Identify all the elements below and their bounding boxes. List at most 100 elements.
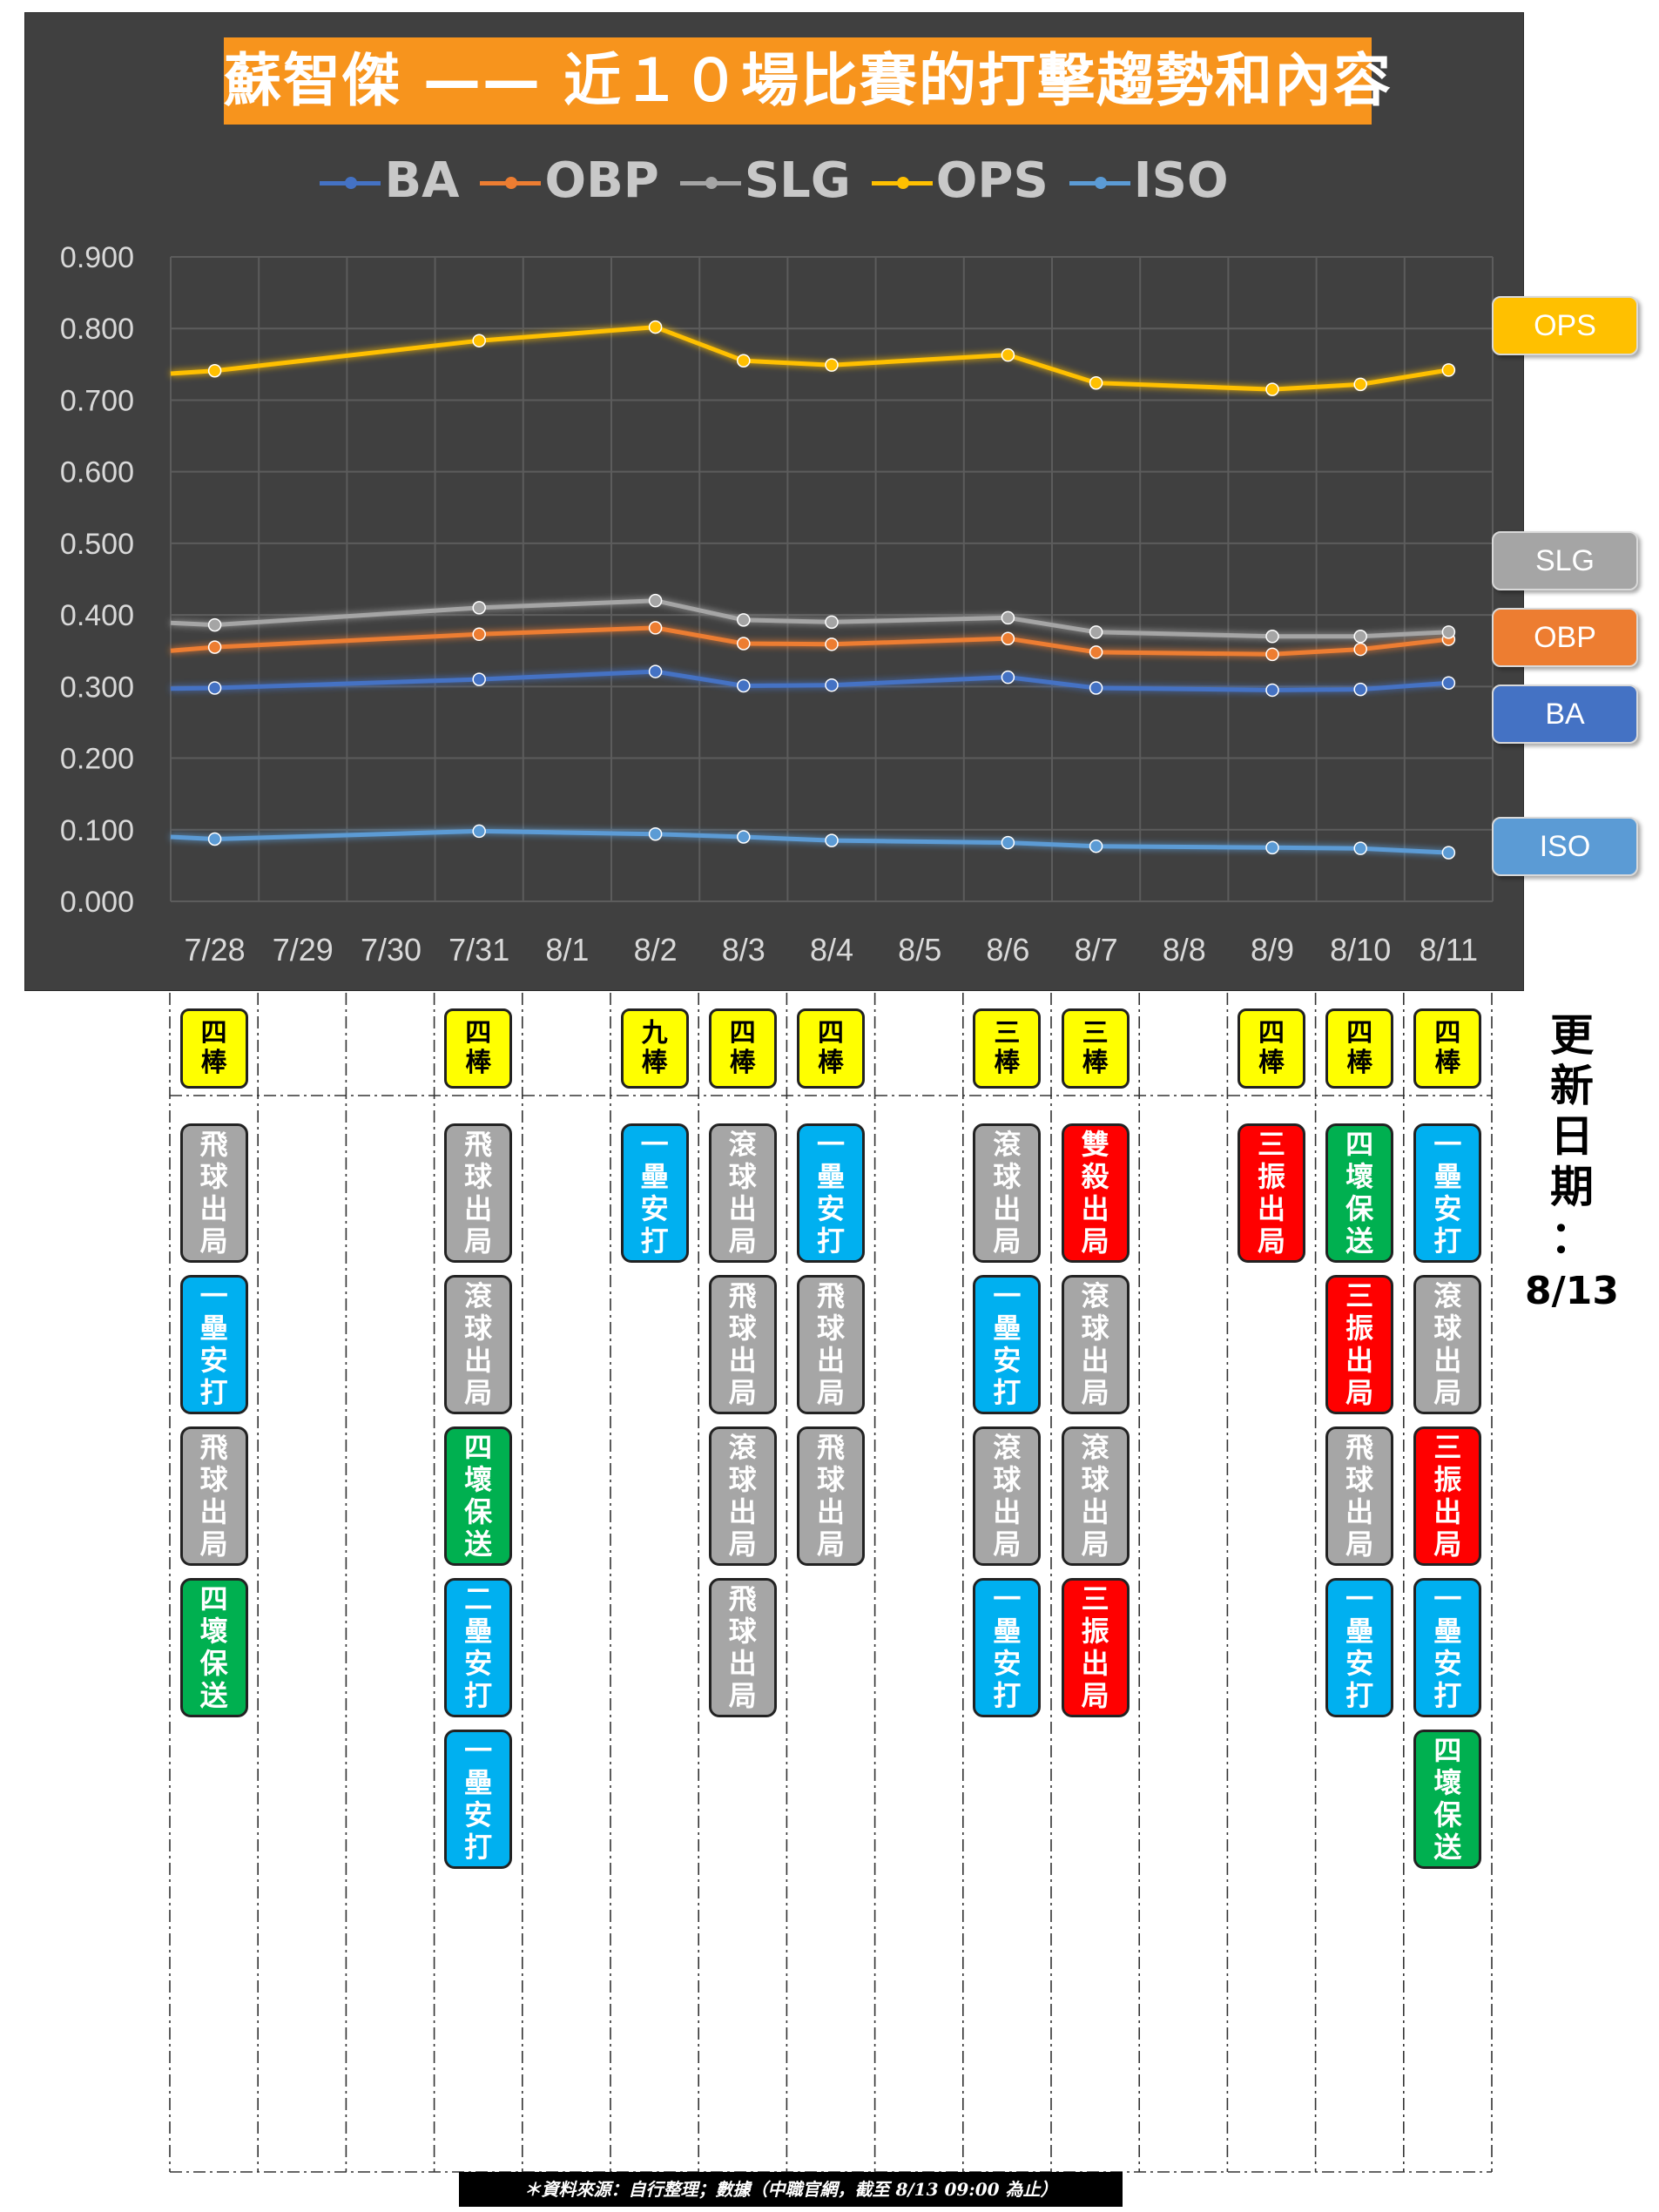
iso-end-label: ISO <box>1492 817 1638 876</box>
legend-item-ba: BA <box>320 152 459 209</box>
legend-item-slg: SLG <box>679 152 851 209</box>
data-point-ba <box>1353 682 1367 697</box>
at-bat-result: 三振出局 <box>1238 1123 1305 1263</box>
line-chart: 0.000 0.100 0.200 0.300 0.400 0.500 0.600 0.700… <box>60 241 1494 968</box>
y-tick-label: 0.400 <box>60 599 134 632</box>
legend-label: OBP <box>544 152 659 209</box>
x-tick-label: 7/30 <box>361 932 421 968</box>
legend-item-iso: ISO <box>1069 152 1229 209</box>
y-tick-label: 0.600 <box>60 456 134 489</box>
data-point-iso <box>825 833 839 847</box>
x-tick-label: 8/4 <box>810 932 853 968</box>
x-tick-label: 7/28 <box>185 932 246 968</box>
at-bat-result: 滾球出局 <box>444 1275 513 1414</box>
data-point-ops <box>1001 347 1015 362</box>
legend-swatch <box>871 177 933 190</box>
batting-order-badge: 四棒 <box>1413 1008 1482 1089</box>
x-tick-label: 8/1 <box>545 932 589 968</box>
data-point-iso <box>1089 839 1103 853</box>
source-footer: ＊資料來源：自行整理；數據（中職官網，截至 8/13 09:00 為止） <box>459 2172 1123 2207</box>
data-point-slg <box>1089 625 1103 639</box>
update-label: 更新日期： <box>1550 1010 1594 1263</box>
at-bat-result: 一壘安打 <box>179 1275 248 1414</box>
data-point-obp <box>1089 645 1103 659</box>
x-tick-label: 7/29 <box>273 932 334 968</box>
data-point-slg <box>1001 610 1015 625</box>
data-point-ba <box>825 678 839 692</box>
x-tick-label: 8/6 <box>986 932 1029 968</box>
at-bat-result: 一壘安打 <box>797 1123 865 1263</box>
at-bat-result: 飛球出局 <box>797 1275 865 1414</box>
at-bat-result: 三振出局 <box>1061 1578 1130 1717</box>
at-bat-result: 四壞保送 <box>179 1578 248 1717</box>
at-bat-result: 飛球出局 <box>708 1275 777 1414</box>
x-tick-label: 8/8 <box>1163 932 1206 968</box>
legend-swatch <box>1069 177 1130 190</box>
data-point-iso <box>472 824 486 839</box>
data-point-ops <box>1089 375 1103 390</box>
data-point-obp <box>472 627 486 642</box>
data-point-iso <box>1001 835 1015 850</box>
data-point-ops <box>648 320 663 334</box>
data-point-obp <box>737 637 751 651</box>
legend-swatch <box>480 177 542 190</box>
data-point-slg <box>1265 630 1279 644</box>
data-point-ops <box>737 354 751 368</box>
at-bat-result: 二壘安打 <box>444 1578 513 1717</box>
data-point-iso <box>1353 841 1367 855</box>
x-tick-label: 7/31 <box>448 932 509 968</box>
y-tick-label: 0.300 <box>60 671 134 704</box>
batting-order-badge: 九棒 <box>620 1008 689 1089</box>
at-bat-result: 四壞保送 <box>1325 1123 1394 1263</box>
x-tick-label: 8/5 <box>898 932 941 968</box>
obp-end-label: OBP <box>1492 608 1638 667</box>
chart-title: 蘇智傑 —— 近１０場比賽的打擊趨勢和內容 <box>224 37 1391 125</box>
data-point-obp <box>207 640 222 654</box>
legend-label: OPS <box>935 152 1049 209</box>
at-bat-result: 一壘安打 <box>973 1275 1042 1414</box>
at-bat-result: 一壘安打 <box>444 1730 513 1869</box>
chart-legend: BA OBP SLG OPS ISO <box>25 152 1523 209</box>
at-bat-result: 雙殺出局 <box>1061 1123 1130 1263</box>
batting-order-badge: 四棒 <box>1238 1008 1305 1089</box>
at-bat-result: 一壘安打 <box>620 1123 689 1263</box>
update-note: 更新日期： 8/13 <box>1520 1010 1624 1317</box>
data-point-iso <box>207 832 222 846</box>
x-tick-label: 8/3 <box>722 932 765 968</box>
y-tick-label: 0.500 <box>60 528 134 561</box>
legend-label: ISO <box>1133 152 1229 209</box>
at-bat-result: 一壘安打 <box>1413 1578 1482 1717</box>
data-point-ba <box>472 672 486 686</box>
y-tick-label: 0.100 <box>60 814 134 847</box>
at-bat-result: 滾球出局 <box>708 1426 777 1566</box>
data-point-obp <box>1265 647 1279 662</box>
batting-order-badge: 四棒 <box>444 1008 513 1089</box>
data-point-slg <box>207 617 222 632</box>
at-bat-result: 飛球出局 <box>797 1426 865 1566</box>
data-point-iso <box>648 826 663 841</box>
at-bat-result: 四壞保送 <box>1413 1730 1482 1869</box>
batting-order-badge: 三棒 <box>1061 1008 1130 1089</box>
at-bat-result: 飛球出局 <box>444 1123 513 1263</box>
at-bat-result: 飛球出局 <box>708 1578 777 1717</box>
batting-order-badge: 四棒 <box>1325 1008 1394 1089</box>
data-point-obp <box>825 637 839 651</box>
at-bat-result: 四壞保送 <box>444 1426 513 1566</box>
data-point-slg <box>1441 625 1456 639</box>
data-point-obp <box>1001 631 1015 645</box>
x-tick-label: 8/10 <box>1330 932 1391 968</box>
at-bat-result: 一壘安打 <box>1325 1578 1394 1717</box>
data-point-ba <box>1265 683 1279 698</box>
at-bat-result: 一壘安打 <box>973 1578 1042 1717</box>
at-bat-result: 三振出局 <box>1413 1426 1482 1566</box>
data-point-ba <box>207 681 222 695</box>
legend-item-ops: OPS <box>871 152 1049 209</box>
legend-swatch <box>679 177 741 190</box>
data-point-ops <box>207 363 222 378</box>
at-bat-result: 滾球出局 <box>1413 1275 1482 1414</box>
data-point-obp <box>648 621 663 635</box>
x-tick-label: 8/9 <box>1251 932 1294 968</box>
batting-order-badge: 四棒 <box>797 1008 865 1089</box>
data-point-slg <box>825 615 839 630</box>
